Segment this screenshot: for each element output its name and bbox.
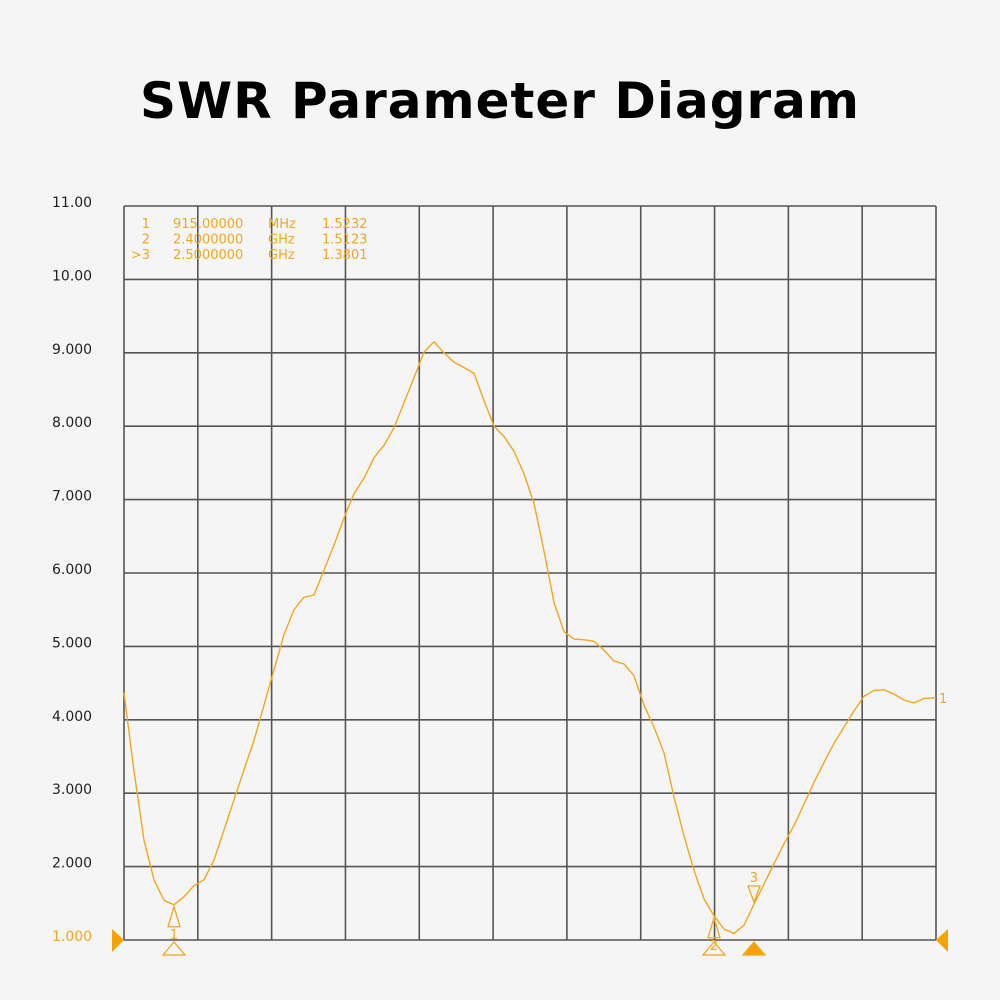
- y-tick-label: 9.000: [52, 342, 92, 358]
- marker-table-id: >3: [131, 248, 150, 263]
- chart-title: SWR Parameter Diagram: [139, 72, 861, 130]
- y-tick-label: 1.000: [52, 929, 92, 945]
- marker-table-frequency: 915.00000: [173, 217, 243, 232]
- marker-table-swr: 1.5232: [322, 217, 368, 232]
- marker-table-id: 2: [142, 233, 150, 248]
- marker-table-frequency: 2.4000000: [173, 233, 243, 248]
- y-tick-label: 2.000: [52, 856, 92, 872]
- marker-2-axis-triangle-icon: [701, 940, 727, 956]
- marker-table-frequency: 2.5000000: [173, 248, 243, 263]
- marker-1-up-triangle-icon: [167, 904, 181, 928]
- trace-end-label: 1: [939, 692, 947, 707]
- marker-table-swr: 1.5123: [322, 233, 368, 248]
- y-tick-label: 4.000: [52, 709, 92, 725]
- swr-trace-line: [123, 340, 936, 935]
- marker-3-down-triangle-icon: [747, 885, 761, 904]
- marker-table-unit: MHz: [268, 217, 296, 232]
- y-tick-label: 3.000: [52, 782, 92, 798]
- y-tick-label: 5.000: [52, 635, 92, 651]
- y-tick-label: 7.000: [52, 489, 92, 505]
- marker-3-axis-triangle-icon: [741, 940, 767, 956]
- marker-label: 2: [710, 939, 718, 954]
- marker-1-axis-triangle-icon: [161, 940, 187, 956]
- marker-table-unit: GHz: [268, 248, 295, 263]
- marker-table-swr: 1.3801: [322, 248, 368, 263]
- marker-label: 1: [170, 928, 178, 943]
- marker-table-id: 1: [142, 217, 150, 232]
- marker-2-up-triangle-icon: [707, 915, 721, 939]
- marker-table-unit: GHz: [268, 233, 295, 248]
- y-tick-label: 6.000: [52, 562, 92, 578]
- right-reference-arrow-icon: [936, 929, 948, 952]
- y-tick-label: 10.00: [52, 268, 92, 284]
- marker-label: 3: [750, 871, 758, 886]
- left-reference-arrow-icon: [112, 929, 124, 952]
- y-tick-label: 11.00: [52, 195, 92, 211]
- y-tick-label: 8.000: [52, 415, 92, 431]
